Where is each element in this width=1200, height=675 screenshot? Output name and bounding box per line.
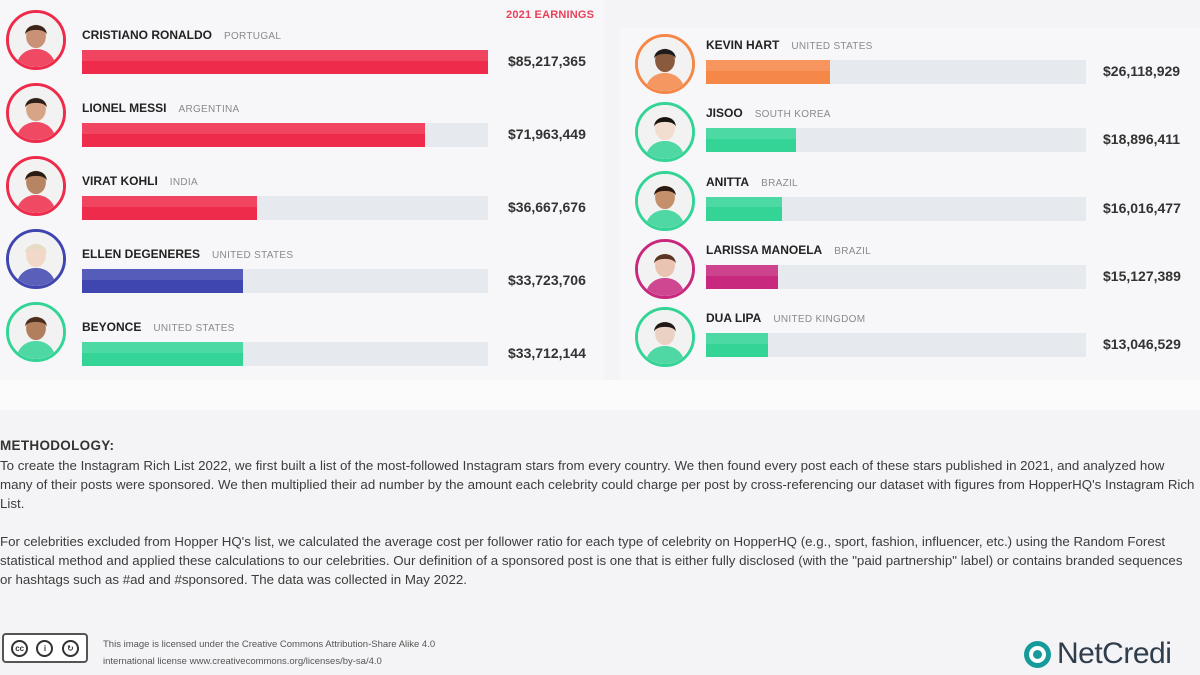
- bar-track: [706, 60, 1086, 84]
- bar-cristiano-ronaldo: [82, 50, 488, 74]
- chart-row-cristiano-ronaldo: CRISTIANO RONALDO PORTUGAL $85,217,365: [0, 10, 604, 74]
- logo-text: NetCredi: [1057, 637, 1172, 670]
- country-label: ARGENTINA: [178, 104, 240, 115]
- kohli-portrait-icon: [6, 156, 66, 216]
- value-label: $18,896,411: [1103, 131, 1181, 148]
- value-label: $13,046,529: [1103, 336, 1181, 353]
- chart-row-lionel-messi: LIONEL MESSI ARGENTINA $71,963,449: [0, 83, 604, 147]
- country-label: BRAZIL: [761, 177, 798, 189]
- bar-anitta: [706, 196, 782, 221]
- bar-track: [706, 196, 1086, 221]
- country-label: INDIA: [169, 177, 198, 188]
- country-label: SOUTH KOREA: [754, 109, 831, 121]
- category-label: JISOO: [706, 106, 743, 121]
- country-label: UNITED STATES: [212, 250, 294, 261]
- methodology-paragraph-1: To create the Instagram Rich List 2022, …: [0, 458, 1195, 511]
- chart-row-virat-kohli: VIRAT KOHLI INDIA $36,667,676: [0, 156, 604, 220]
- methodology-paragraph-2: For celebrities excluded from Hopper HQ'…: [0, 534, 1183, 587]
- license-line-1: This image is licensed under the Creativ…: [103, 639, 436, 650]
- netcredit-logo: NetCredi: [1024, 634, 1172, 674]
- bar-track: [82, 342, 488, 366]
- category-label: LIONEL MESSI: [82, 101, 167, 115]
- lipa-portrait-icon: [635, 307, 695, 368]
- bar-virat-kohli: [82, 196, 257, 220]
- value-label: $36,667,676: [508, 199, 586, 215]
- row-label: KEVIN HART UNITED STATES: [706, 38, 873, 52]
- hart-portrait-icon: [635, 34, 695, 94]
- row-label: LARISSA MANOELA BRAZIL: [706, 243, 871, 257]
- category-label: DUA LIPA: [706, 311, 762, 326]
- chart-panel-left: 2021 EARNINGS CRISTIANO RONALDO PORTUGAL $…: [0, 0, 604, 380]
- bar-jisoo: [706, 128, 796, 153]
- row-label: ELLEN DEGENERES UNITED STATES: [82, 247, 293, 261]
- country-label: UNITED STATES: [153, 323, 235, 334]
- bar-dua-lipa: [706, 333, 768, 358]
- value-label: $33,712,144: [508, 345, 586, 361]
- methodology-section: METHODOLOGY: To create the Instagram Ric…: [0, 436, 1200, 608]
- category-label: BEYONCE: [82, 320, 142, 334]
- chart-panel-right: KEVIN HART UNITED STATES $26,118,929 JISOO S…: [620, 28, 1200, 380]
- section-divider: [0, 380, 1200, 410]
- degeneres-portrait-icon: [6, 229, 66, 289]
- category-label: LARISSA MANOELA: [706, 242, 823, 257]
- country-label: UNITED STATES: [791, 41, 873, 52]
- ronaldo-portrait-icon: [6, 10, 66, 70]
- chart-row-jisoo: JISOO SOUTH KOREA $18,896,411: [620, 102, 1200, 166]
- bar-lionel-messi: [82, 123, 425, 147]
- earnings-column-header: 2021 EARNINGS: [506, 9, 595, 21]
- bar-track: [82, 196, 488, 220]
- bar-beyonce: [82, 342, 243, 366]
- jisoo-portrait-icon: [635, 102, 695, 163]
- chart-row-beyonce: BEYONCE UNITED STATES $33,712,144: [0, 302, 604, 366]
- netcredit-logo-icon: [1024, 640, 1051, 668]
- chart-row-dua-lipa: DUA LIPA UNITED KINGDOM $13,046,529: [620, 307, 1200, 371]
- chart-row-kevin-hart: KEVIN HART UNITED STATES $26,118,929: [620, 34, 1200, 98]
- license-line-2: international license www.creativecommon…: [103, 656, 382, 667]
- row-label: LIONEL MESSI ARGENTINA: [82, 101, 240, 115]
- bar-larissa-manoela: [706, 264, 778, 289]
- row-label: CRISTIANO RONALDO PORTUGAL: [82, 28, 281, 42]
- value-label: $33,723,706: [508, 272, 586, 288]
- row-label: BEYONCE UNITED STATES: [82, 320, 235, 334]
- bar-track: [706, 128, 1086, 153]
- chart-row-ellen-degeneres: ELLEN DEGENERES UNITED STATES $33,723,706: [0, 229, 604, 293]
- creative-commons-by-sa-icon: cc i ↻: [2, 633, 88, 663]
- methodology-heading: METHODOLOGY:: [0, 438, 115, 453]
- bar-kevin-hart: [706, 60, 830, 84]
- value-label: $26,118,929: [1103, 63, 1181, 79]
- bar-track: [82, 123, 488, 147]
- beyonce-portrait-icon: [6, 302, 66, 362]
- license-text: This image is licensed under the Creativ…: [103, 636, 435, 670]
- bar-track: [706, 264, 1086, 289]
- row-label: ANITTA BRAZIL: [706, 175, 798, 189]
- value-label: $71,963,449: [508, 126, 586, 142]
- value-label: $16,016,477: [1103, 199, 1181, 216]
- bar-track: [82, 50, 488, 74]
- row-label: DUA LIPA UNITED KINGDOM: [706, 311, 865, 325]
- category-label: ELLEN DEGENERES: [82, 247, 201, 261]
- value-label: $15,127,389: [1103, 267, 1181, 284]
- country-label: BRAZIL: [834, 245, 872, 257]
- bar-track: [706, 333, 1086, 358]
- country-label: PORTUGAL: [224, 31, 282, 42]
- chart-row-larissa-manoela: LARISSA MANOELA BRAZIL $15,127,389: [620, 238, 1200, 303]
- category-label: ANITTA: [706, 174, 750, 189]
- row-label: JISOO SOUTH KOREA: [706, 106, 831, 120]
- category-label: CRISTIANO RONALDO: [82, 28, 212, 42]
- chart-row-anitta: ANITTA BRAZIL $16,016,477: [620, 170, 1200, 235]
- bar-track: [82, 269, 488, 293]
- country-label: UNITED KINGDOM: [773, 314, 866, 326]
- anitta-portrait-icon: [635, 170, 695, 231]
- category-label: VIRAT KOHLI: [82, 174, 158, 188]
- bar-ellen-degeneres: [82, 269, 243, 293]
- messi-portrait-icon: [6, 83, 66, 143]
- row-label: VIRAT KOHLI INDIA: [82, 174, 198, 188]
- manoela-portrait-icon: [635, 238, 695, 299]
- value-label: $85,217,365: [508, 53, 586, 69]
- category-label: KEVIN HART: [706, 38, 780, 52]
